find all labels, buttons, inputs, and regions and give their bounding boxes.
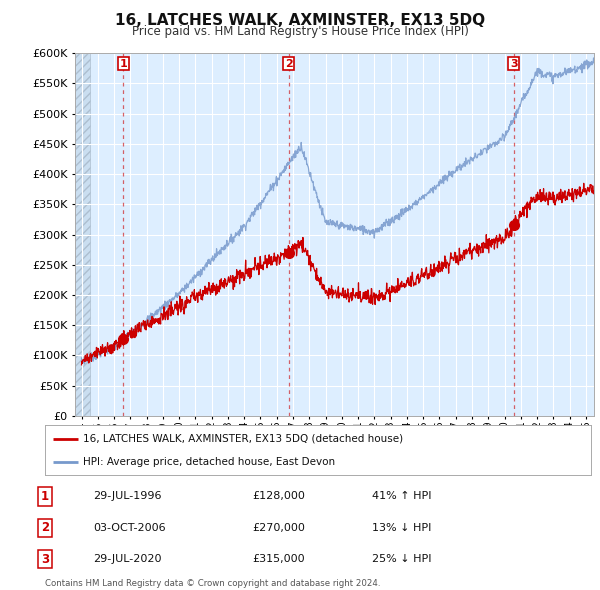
- Text: HPI: Average price, detached house, East Devon: HPI: Average price, detached house, East…: [83, 457, 335, 467]
- Text: 29-JUL-2020: 29-JUL-2020: [93, 554, 161, 564]
- Text: 2: 2: [41, 521, 49, 535]
- Text: £270,000: £270,000: [252, 523, 305, 533]
- Text: 41% ↑ HPI: 41% ↑ HPI: [372, 491, 431, 502]
- Text: 25% ↓ HPI: 25% ↓ HPI: [372, 554, 431, 564]
- Text: £315,000: £315,000: [252, 554, 305, 564]
- Text: 16, LATCHES WALK, AXMINSTER, EX13 5DQ: 16, LATCHES WALK, AXMINSTER, EX13 5DQ: [115, 13, 485, 28]
- Text: 1: 1: [119, 58, 127, 68]
- Text: £128,000: £128,000: [252, 491, 305, 502]
- Text: 13% ↓ HPI: 13% ↓ HPI: [372, 523, 431, 533]
- Text: Contains HM Land Registry data © Crown copyright and database right 2024.
This d: Contains HM Land Registry data © Crown c…: [45, 579, 380, 590]
- Text: 2: 2: [285, 58, 293, 68]
- Text: 3: 3: [510, 58, 518, 68]
- Text: 1: 1: [41, 490, 49, 503]
- Text: Price paid vs. HM Land Registry's House Price Index (HPI): Price paid vs. HM Land Registry's House …: [131, 25, 469, 38]
- Text: 3: 3: [41, 552, 49, 566]
- Text: 16, LATCHES WALK, AXMINSTER, EX13 5DQ (detached house): 16, LATCHES WALK, AXMINSTER, EX13 5DQ (d…: [83, 434, 403, 444]
- Text: 03-OCT-2006: 03-OCT-2006: [93, 523, 166, 533]
- Text: 29-JUL-1996: 29-JUL-1996: [93, 491, 161, 502]
